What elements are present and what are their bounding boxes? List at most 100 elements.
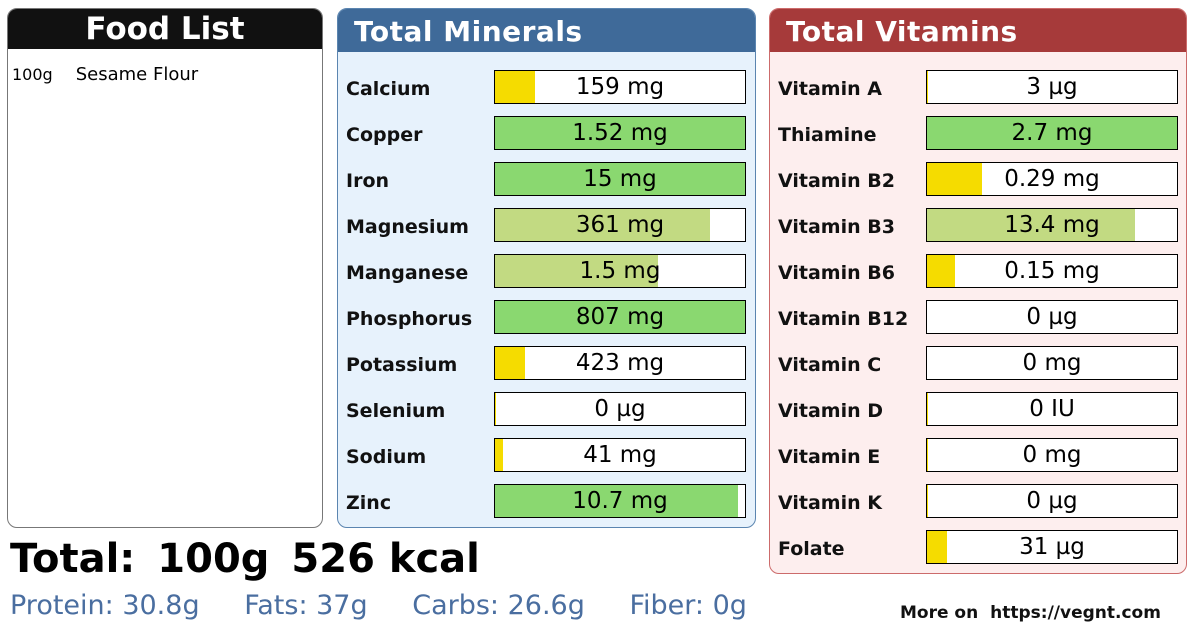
mineral-row: Calcium 159 mg: [338, 70, 755, 106]
vitamins-panel: Total Vitamins Vitamin A 3 µg Thiamine 2.7 …: [769, 8, 1187, 574]
vitamin-bar-fill: [927, 163, 982, 195]
vitamin-row: Vitamin D 0 IU: [770, 392, 1186, 428]
mineral-row: Selenium 0 µg: [338, 392, 755, 428]
vitamin-value: 13.4 mg: [1004, 212, 1100, 238]
footer-more-label: More on: [900, 603, 979, 623]
mineral-bar: 1.52 mg: [494, 116, 746, 150]
vitamin-bar-fill: [927, 439, 929, 471]
vitamin-label: Vitamin C: [778, 354, 882, 376]
mineral-value: 41 mg: [583, 442, 657, 468]
vitamin-bar: 0 µg: [926, 300, 1178, 334]
vitamin-bar-fill: [927, 209, 1135, 241]
mineral-label: Calcium: [346, 78, 431, 100]
vitamin-row: Vitamin E 0 mg: [770, 438, 1186, 474]
mineral-row: Manganese 1.5 mg: [338, 254, 755, 290]
footer-more: More on https://vegnt.com: [900, 603, 1161, 623]
food-list-panel: Food List 100g Sesame Flour: [7, 8, 323, 528]
mineral-row: Zinc 10.7 mg: [338, 484, 755, 520]
vitamin-value: 31 µg: [1019, 534, 1085, 560]
mineral-value: 159 mg: [575, 74, 665, 100]
vitamin-row: Vitamin B2 0.29 mg: [770, 162, 1186, 198]
vitamin-value: 3 µg: [1026, 74, 1078, 100]
mineral-label: Potassium: [346, 354, 458, 376]
vitamin-bar-fill: [927, 117, 1177, 149]
vitamin-row: Vitamin A 3 µg: [770, 70, 1186, 106]
vitamin-row: Vitamin B12 0 µg: [770, 300, 1186, 336]
macro-carbs: Carbs: 26.6g: [412, 590, 585, 621]
total-weight: 100g: [157, 536, 270, 582]
mineral-bar: 0 µg: [494, 392, 746, 426]
food-item-name: Sesame Flour: [75, 64, 199, 85]
vitamin-bar: 13.4 mg: [926, 208, 1178, 242]
mineral-bar: 423 mg: [494, 346, 746, 380]
mineral-bar-fill: [495, 439, 503, 471]
mineral-bar-fill: [495, 117, 745, 149]
vitamin-row: Vitamin B6 0.15 mg: [770, 254, 1186, 290]
mineral-row: Iron 15 mg: [338, 162, 755, 198]
mineral-label: Selenium: [346, 400, 446, 422]
mineral-value: 423 mg: [575, 350, 665, 376]
vitamin-bar-fill: [927, 485, 929, 517]
macros-summary: Protein: 30.8g Fats: 37g Carbs: 26.6g Fi…: [10, 590, 783, 621]
vitamin-label: Vitamin D: [778, 400, 884, 422]
food-list-title: Food List: [8, 9, 322, 49]
mineral-bar: 807 mg: [494, 300, 746, 334]
vitamin-value: 0.15 mg: [1004, 258, 1100, 284]
vitamin-label: Vitamin K: [778, 492, 882, 514]
mineral-bar: 10.7 mg: [494, 484, 746, 518]
vitamin-label: Vitamin B2: [778, 170, 895, 192]
mineral-label: Zinc: [346, 492, 392, 514]
vitamin-row: Folate 31 µg: [770, 530, 1186, 566]
vitamin-label: Vitamin E: [778, 446, 881, 468]
mineral-bar-fill: [495, 163, 745, 195]
mineral-bar: 361 mg: [494, 208, 746, 242]
vitamin-bar: 0 IU: [926, 392, 1178, 426]
vitamin-label: Vitamin A: [778, 78, 882, 100]
macro-fats: Fats: 37g: [244, 590, 368, 621]
vitamin-value: 0 mg: [1022, 350, 1082, 376]
macro-protein: Protein: 30.8g: [10, 590, 200, 621]
food-list-item[interactable]: 100g Sesame Flour: [12, 64, 198, 85]
vitamin-value: 0 µg: [1026, 304, 1078, 330]
vitamin-bar: 0.29 mg: [926, 162, 1178, 196]
vitamin-bar: 0 mg: [926, 346, 1178, 380]
mineral-value: 10.7 mg: [572, 488, 668, 514]
vitamin-label: Folate: [778, 538, 845, 560]
mineral-value: 1.52 mg: [572, 120, 668, 146]
total-label: Total:: [10, 536, 136, 582]
mineral-bar-fill: [495, 71, 535, 103]
mineral-label: Iron: [346, 170, 390, 192]
mineral-row: Phosphorus 807 mg: [338, 300, 755, 336]
mineral-value: 1.5 mg: [579, 258, 661, 284]
food-item-amount: 100g: [12, 65, 53, 84]
mineral-bar-fill: [495, 347, 525, 379]
mineral-label: Phosphorus: [346, 308, 473, 330]
total-summary: Total: 100g 526 kcal: [10, 536, 502, 582]
vitamin-value: 2.7 mg: [1011, 120, 1093, 146]
vitamin-bar: 2.7 mg: [926, 116, 1178, 150]
minerals-title: Total Minerals: [338, 9, 755, 52]
macro-fiber: Fiber: 0g: [629, 590, 747, 621]
vitamin-bar-fill: [927, 531, 947, 563]
vitamin-row: Vitamin C 0 mg: [770, 346, 1186, 382]
footer-url-link[interactable]: https://vegnt.com: [990, 603, 1161, 623]
mineral-value: 361 mg: [575, 212, 665, 238]
mineral-bar: 1.5 mg: [494, 254, 746, 288]
mineral-value: 15 mg: [583, 166, 657, 192]
vitamin-bar: 0 µg: [926, 484, 1178, 518]
vitamin-bar: 3 µg: [926, 70, 1178, 104]
mineral-row: Magnesium 361 mg: [338, 208, 755, 244]
mineral-bar-fill: [495, 301, 745, 333]
mineral-row: Potassium 423 mg: [338, 346, 755, 382]
vitamin-value: 0.29 mg: [1004, 166, 1100, 192]
vitamin-bar: 0 mg: [926, 438, 1178, 472]
vitamin-value: 0 µg: [1026, 488, 1078, 514]
mineral-label: Magnesium: [346, 216, 469, 238]
mineral-label: Sodium: [346, 446, 427, 468]
vitamin-label: Vitamin B12: [778, 308, 909, 330]
mineral-value: 807 mg: [575, 304, 665, 330]
vitamins-title: Total Vitamins: [770, 9, 1186, 52]
vitamin-row: Vitamin B3 13.4 mg: [770, 208, 1186, 244]
mineral-label: Copper: [346, 124, 423, 146]
vitamin-bar-fill: [927, 71, 929, 103]
